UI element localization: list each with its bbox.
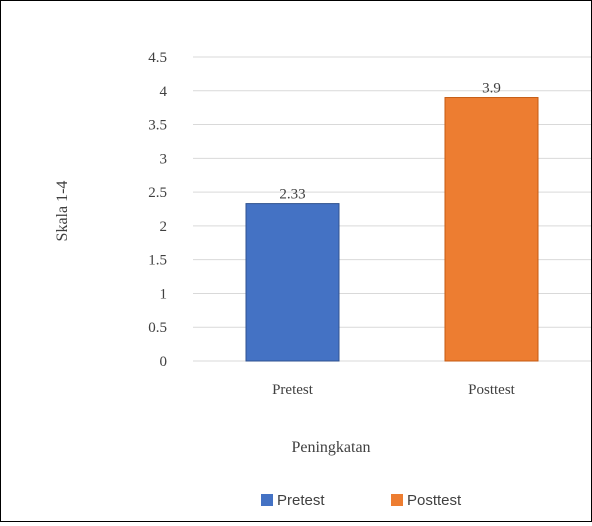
legend-label-posttest: Posttest <box>407 492 462 509</box>
x-tick-label-pretest: Pretest <box>272 382 314 398</box>
legend-label-pretest: Pretest <box>277 492 325 509</box>
legend: Pretest Posttest <box>261 492 462 509</box>
x-axis-title: Peningkatan <box>291 439 370 456</box>
y-axis-ticks: 0 0.5 1 1.5 2 2.5 3 3.5 4 4.5 <box>148 50 167 370</box>
y-tick-label: 0.5 <box>148 320 167 336</box>
data-labels: 2.33 3.9 <box>279 81 501 203</box>
bars <box>245 97 539 362</box>
y-tick-label: 1 <box>160 286 168 302</box>
y-tick-label: 2 <box>160 219 168 235</box>
y-tick-label: 3 <box>160 151 168 167</box>
y-tick-label: 4.5 <box>148 50 167 66</box>
y-axis-title: Skala 1-4 <box>54 181 71 242</box>
bar-pretest <box>245 203 340 362</box>
y-tick-label: 3.5 <box>148 118 167 134</box>
data-label-pretest: 2.33 <box>279 187 305 203</box>
legend-swatch-posttest <box>391 494 403 506</box>
x-tick-label-posttest: Posttest <box>468 382 516 398</box>
x-axis-ticks: Pretest Posttest <box>272 382 516 398</box>
y-tick-label: 0 <box>160 354 168 370</box>
bar-posttest <box>444 97 539 362</box>
y-tick-label: 2.5 <box>148 185 167 201</box>
y-tick-label: 1.5 <box>148 253 167 269</box>
legend-swatch-pretest <box>261 494 273 506</box>
data-label-posttest: 3.9 <box>482 81 501 97</box>
y-tick-label: 4 <box>160 84 168 100</box>
